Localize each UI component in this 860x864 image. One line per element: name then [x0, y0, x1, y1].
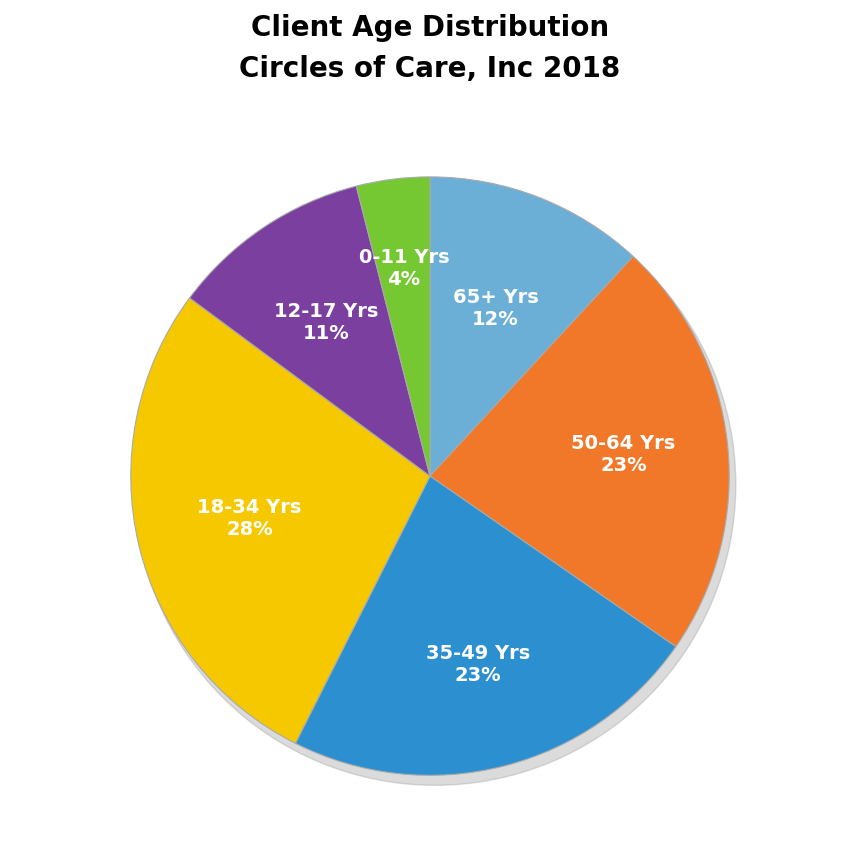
Wedge shape — [189, 186, 430, 476]
Wedge shape — [356, 177, 430, 476]
Wedge shape — [430, 177, 633, 476]
Title: Client Age Distribution
Circles of Care, Inc 2018: Client Age Distribution Circles of Care,… — [239, 14, 621, 83]
Text: 35-49 Yrs
23%: 35-49 Yrs 23% — [426, 644, 530, 685]
Text: 65+ Yrs
12%: 65+ Yrs 12% — [452, 289, 538, 329]
Ellipse shape — [134, 184, 736, 785]
Text: 0-11 Yrs
4%: 0-11 Yrs 4% — [359, 248, 449, 289]
Wedge shape — [131, 298, 430, 743]
Text: 18-34 Yrs
28%: 18-34 Yrs 28% — [197, 499, 302, 539]
Text: 12-17 Yrs
11%: 12-17 Yrs 11% — [274, 302, 378, 342]
Text: 50-64 Yrs
23%: 50-64 Yrs 23% — [571, 435, 675, 475]
Wedge shape — [295, 476, 676, 775]
Wedge shape — [430, 257, 729, 646]
